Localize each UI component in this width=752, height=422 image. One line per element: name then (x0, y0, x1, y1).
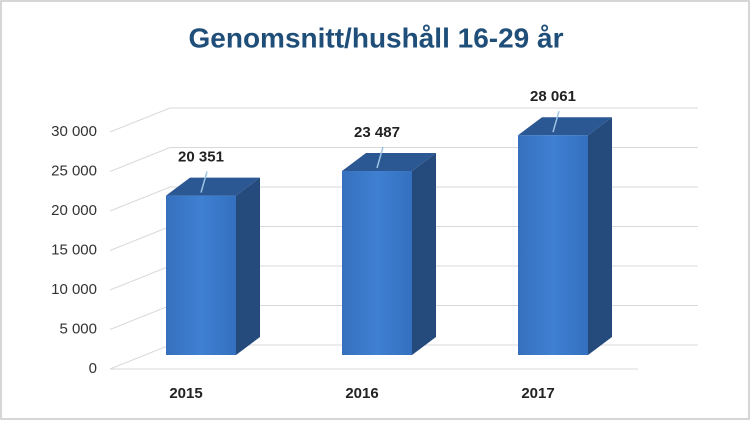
chart-title: Genomsnitt/hushåll 16-29 år (189, 22, 564, 53)
value-label: 20 351 (178, 149, 224, 166)
value-label: 28 061 (530, 88, 576, 105)
bar-side (412, 153, 436, 355)
bar (166, 195, 236, 355)
label-leader (200, 171, 208, 193)
y-tick-label: 10 000 (51, 281, 97, 298)
y-tick-label: 20 000 (51, 202, 97, 219)
bar-top (166, 177, 260, 196)
bar-side (236, 177, 260, 355)
label-leader (376, 146, 384, 169)
y-tick-label: 25 000 (51, 162, 97, 179)
bar (518, 135, 588, 355)
y-tick-label: 0 (89, 360, 97, 377)
grid-line (109, 107, 698, 133)
bar-side (588, 117, 612, 355)
x-tick-label: 2017 (521, 385, 554, 402)
y-tick-label: 5 000 (59, 320, 97, 337)
bar-top (518, 117, 612, 136)
bar (342, 171, 412, 355)
x-tick-label: 2015 (169, 385, 202, 402)
bar-top (342, 153, 436, 172)
y-tick-label: 15 000 (51, 241, 97, 258)
label-leader (552, 110, 560, 133)
x-tick-label: 2016 (345, 385, 378, 402)
value-label: 23 487 (354, 124, 400, 141)
y-tick-label: 30 000 (51, 123, 97, 140)
